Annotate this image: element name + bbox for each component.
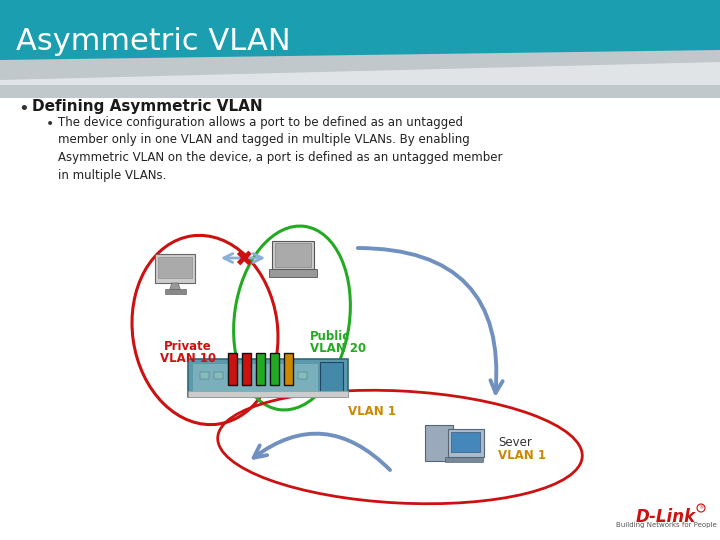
- Polygon shape: [0, 62, 720, 85]
- FancyBboxPatch shape: [228, 372, 237, 379]
- FancyBboxPatch shape: [188, 359, 348, 397]
- FancyBboxPatch shape: [275, 243, 311, 267]
- Text: Asymmetric VLAN: Asymmetric VLAN: [16, 28, 291, 57]
- Text: •: •: [18, 100, 29, 118]
- Text: ✖: ✖: [234, 250, 252, 270]
- FancyBboxPatch shape: [298, 372, 307, 379]
- FancyBboxPatch shape: [619, 497, 713, 537]
- Text: D-Link: D-Link: [636, 508, 696, 526]
- FancyBboxPatch shape: [155, 254, 195, 283]
- FancyArrowPatch shape: [358, 248, 503, 393]
- FancyBboxPatch shape: [242, 353, 251, 385]
- Text: •: •: [46, 117, 54, 131]
- Polygon shape: [0, 50, 720, 98]
- FancyBboxPatch shape: [269, 269, 317, 277]
- Text: The device configuration allows a port to be defined as an untagged
member only : The device configuration allows a port t…: [58, 116, 503, 181]
- FancyArrowPatch shape: [224, 254, 262, 262]
- FancyBboxPatch shape: [272, 241, 314, 269]
- Text: Private: Private: [164, 340, 212, 353]
- FancyBboxPatch shape: [448, 429, 484, 457]
- Polygon shape: [164, 289, 186, 294]
- Text: Defining Asymmetric VLAN: Defining Asymmetric VLAN: [32, 99, 263, 114]
- FancyArrowPatch shape: [253, 434, 390, 470]
- Polygon shape: [0, 0, 720, 75]
- FancyBboxPatch shape: [188, 391, 348, 397]
- FancyBboxPatch shape: [284, 353, 293, 385]
- FancyBboxPatch shape: [242, 372, 251, 379]
- FancyBboxPatch shape: [425, 425, 453, 461]
- FancyBboxPatch shape: [0, 82, 720, 540]
- FancyBboxPatch shape: [256, 353, 265, 385]
- FancyBboxPatch shape: [200, 372, 209, 379]
- FancyBboxPatch shape: [214, 372, 223, 379]
- FancyBboxPatch shape: [451, 432, 480, 452]
- FancyBboxPatch shape: [320, 362, 343, 394]
- Text: ®: ®: [698, 505, 703, 510]
- Text: VLAN 10: VLAN 10: [160, 352, 216, 365]
- Polygon shape: [170, 283, 180, 289]
- Text: VLAN 20: VLAN 20: [310, 342, 366, 355]
- Text: VLAN 1: VLAN 1: [348, 405, 396, 418]
- Text: Public: Public: [310, 330, 350, 343]
- Text: Sever: Sever: [498, 436, 532, 449]
- FancyBboxPatch shape: [193, 364, 318, 392]
- Text: Building Networks for People: Building Networks for People: [616, 522, 716, 528]
- FancyBboxPatch shape: [228, 353, 237, 385]
- FancyBboxPatch shape: [256, 372, 265, 379]
- FancyBboxPatch shape: [445, 457, 483, 462]
- FancyBboxPatch shape: [270, 353, 279, 385]
- Text: VLAN 1: VLAN 1: [498, 449, 546, 462]
- FancyBboxPatch shape: [284, 372, 293, 379]
- FancyBboxPatch shape: [158, 256, 192, 278]
- FancyBboxPatch shape: [270, 372, 279, 379]
